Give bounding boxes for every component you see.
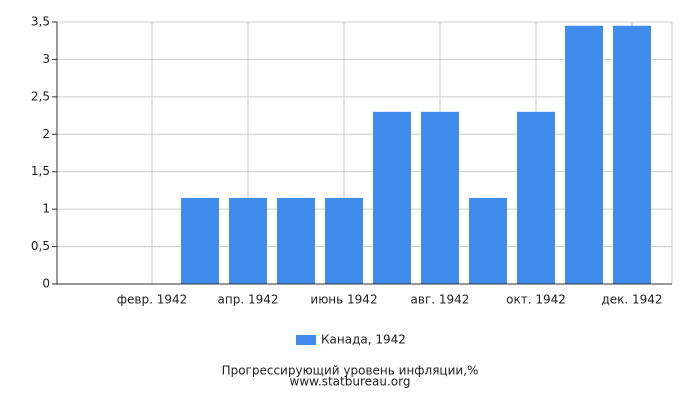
footer-source: www.statbureau.org — [290, 375, 411, 389]
x-tick-label: февр. 1942 — [117, 293, 188, 307]
y-tick-label: 2,5 — [31, 89, 50, 103]
bar — [181, 197, 219, 284]
x-tick-label: авг. 1942 — [411, 293, 470, 307]
legend-swatch — [296, 335, 316, 345]
y-tick-label: 1,5 — [31, 164, 50, 178]
bar — [325, 197, 363, 284]
legend-label: Канада, 1942 — [321, 333, 406, 347]
y-tick-label: 3,5 — [31, 15, 50, 29]
y-tick-label: 3 — [42, 52, 50, 66]
y-tick-label: 0 — [42, 277, 50, 291]
footer-title: Прогрессирующий уровень инфляции,% — [222, 364, 479, 378]
bar — [517, 111, 555, 284]
y-tick-label: 0,5 — [31, 239, 50, 253]
bar — [373, 111, 411, 284]
x-tick-label: июнь 1942 — [310, 293, 377, 307]
bar — [277, 197, 315, 284]
x-tick-label: дек. 1942 — [601, 293, 662, 307]
y-tick-label: 2 — [42, 127, 50, 141]
x-tick-label: окт. 1942 — [506, 293, 566, 307]
bar — [565, 25, 603, 284]
x-tick-label: апр. 1942 — [218, 293, 279, 307]
y-tick-label: 1 — [42, 202, 50, 216]
bar — [229, 197, 267, 284]
bar — [421, 111, 459, 284]
bar — [613, 25, 651, 284]
bar — [469, 197, 507, 284]
